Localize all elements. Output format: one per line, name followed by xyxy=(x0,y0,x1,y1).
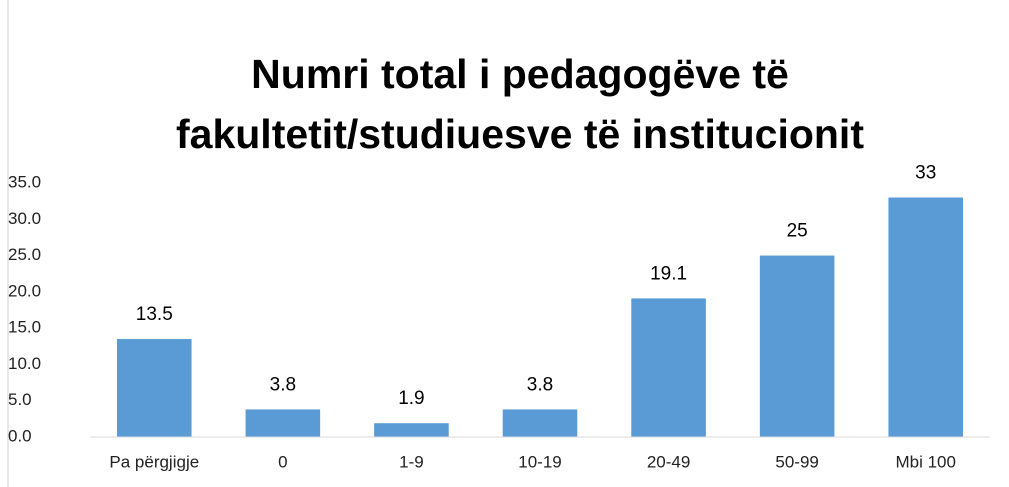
x-tick-label: Pa përgjigje xyxy=(109,452,199,471)
data-label: 13.5 xyxy=(136,304,173,325)
bar xyxy=(502,409,578,437)
data-label: 1.9 xyxy=(398,388,424,409)
data-label: 19.1 xyxy=(650,263,687,284)
y-tick-label: 25.0 xyxy=(8,245,41,264)
y-tick-label: 35.0 xyxy=(8,172,41,191)
y-tick-label: 0.0 xyxy=(8,426,32,445)
bar xyxy=(117,339,192,437)
bar xyxy=(631,298,706,437)
y-tick-label: 20.0 xyxy=(8,281,41,300)
x-tick-label: 20-49 xyxy=(647,452,690,471)
x-tick-label: 0 xyxy=(278,452,287,471)
bar xyxy=(759,255,835,437)
bar xyxy=(245,409,321,437)
data-label: 25 xyxy=(787,221,808,242)
y-tick-label: 5.0 xyxy=(8,390,32,409)
x-tick-label: Mbi 100 xyxy=(895,452,955,471)
x-tick-label: 10-19 xyxy=(518,452,561,471)
y-tick-label: 15.0 xyxy=(8,318,41,337)
data-label: 3.8 xyxy=(527,374,553,395)
data-label: 33 xyxy=(915,163,936,184)
y-tick-label: 30.0 xyxy=(8,209,41,228)
chart-title: Numri total i pedagogëve të fakultetit/s… xyxy=(176,51,864,157)
data-label: 3.8 xyxy=(270,374,296,395)
bar xyxy=(374,423,449,437)
x-tick-label: 50-99 xyxy=(775,452,818,471)
y-tick-label: 10.0 xyxy=(8,354,41,373)
bar xyxy=(888,197,963,437)
x-tick-label: 1-9 xyxy=(399,452,424,471)
